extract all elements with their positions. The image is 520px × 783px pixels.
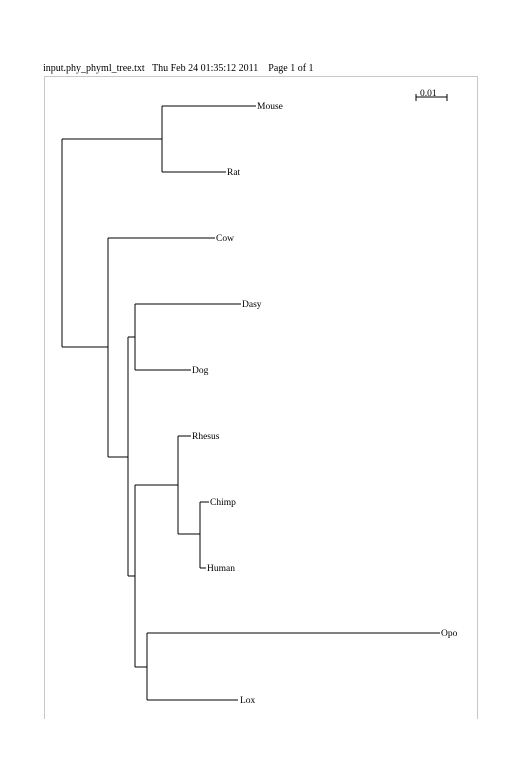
scale-bar: 0.01 bbox=[415, 89, 448, 101]
cow-clade: Cow bbox=[107, 234, 234, 458]
leaf-label-rat: Rat bbox=[227, 168, 241, 178]
page-frame bbox=[44, 76, 478, 719]
leaf-label-mouse: Mouse bbox=[257, 102, 283, 112]
primates-opo-clade bbox=[134, 484, 178, 668]
header-filename: input.phy_phyml_tree.txt bbox=[43, 63, 145, 74]
primate-clade: Rhesus bbox=[177, 432, 220, 535]
leaf-label-human: Human bbox=[207, 564, 235, 574]
header-page: Page 1 of 1 bbox=[268, 63, 314, 74]
scale-bar-label: 0.01 bbox=[420, 89, 437, 99]
leaf-label-cow: Cow bbox=[216, 234, 234, 244]
leaf-label-opo: Opo bbox=[441, 629, 458, 639]
opo-lox-clade: Opo Lox bbox=[146, 629, 458, 706]
chimp-human-clade: Chimp Human bbox=[199, 498, 236, 574]
root-node bbox=[61, 138, 162, 348]
rodent-clade: Mouse Rat bbox=[161, 102, 283, 178]
leaf-label-chimp: Chimp bbox=[210, 498, 236, 508]
leaf-label-lox: Lox bbox=[240, 696, 256, 706]
header-timestamp: Thu Feb 24 01:35:12 2011 bbox=[151, 63, 259, 74]
dasy-dog-clade: Dasy Dog bbox=[134, 300, 262, 376]
leaf-label-dog: Dog bbox=[192, 366, 209, 376]
leaf-label-rhesus: Rhesus bbox=[192, 432, 220, 442]
print-header: input.phy_phyml_tree.txt Thu Feb 24 01:3… bbox=[43, 63, 314, 74]
inner-clade bbox=[127, 336, 135, 577]
leaf-label-dasy: Dasy bbox=[242, 300, 262, 310]
